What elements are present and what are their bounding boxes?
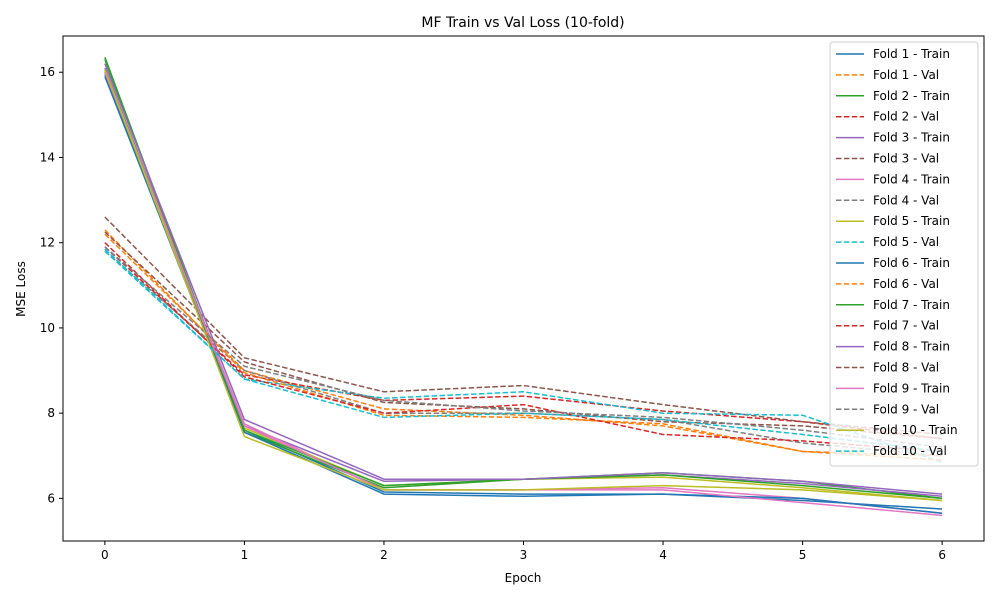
legend-label: Fold 6 - Val [873, 277, 939, 291]
series-lines [104, 57, 943, 517]
x-tick-label: 2 [380, 548, 388, 562]
legend-label: Fold 9 - Train [873, 381, 950, 395]
legend-label: Fold 4 - Train [873, 172, 950, 186]
legend-label: Fold 1 - Val [873, 68, 939, 82]
chart-title: MF Train vs Val Loss (10-fold) [421, 15, 624, 31]
y-tick-label: 10 [40, 321, 55, 335]
series-line-19 [104, 69, 943, 502]
y-axis-label: MSE Loss [14, 261, 28, 317]
legend-label: Fold 5 - Train [873, 214, 950, 228]
legend-label: Fold 7 - Val [873, 319, 939, 333]
x-axis: 0 1 2 3 4 5 6 [101, 541, 946, 562]
series-line-1 [104, 74, 943, 510]
series-line-16 [104, 231, 943, 440]
x-tick-label: 0 [101, 548, 109, 562]
series-line-7 [104, 71, 943, 515]
series-line-12 [104, 229, 943, 461]
y-axis: 6 8 10 12 14 16 [40, 65, 63, 505]
legend-label: Fold 1 - Train [873, 47, 950, 61]
x-tick-label: 5 [799, 548, 807, 562]
legend-label: Fold 3 - Val [873, 152, 939, 166]
series-line-11 [104, 76, 943, 515]
legend-label: Fold 4 - Val [873, 193, 939, 207]
x-tick-label: 6 [938, 548, 946, 562]
series-line-14 [104, 242, 943, 453]
legend-label: Fold 8 - Train [873, 340, 950, 354]
legend-label: Fold 6 - Train [873, 256, 950, 270]
legend-label: Fold 5 - Val [873, 235, 939, 249]
x-tick-label: 4 [659, 548, 667, 562]
series-line-10 [104, 248, 943, 463]
x-tick-label: 1 [241, 548, 249, 562]
legend-label: Fold 2 - Train [873, 89, 950, 103]
legend: Fold 1 - Train Fold 1 - Val Fold 2 - Train… [829, 41, 979, 467]
y-tick-label: 12 [40, 236, 55, 250]
series-line-17 [104, 71, 943, 517]
y-tick-label: 6 [47, 491, 55, 505]
legend-label: Fold 2 - Val [873, 110, 939, 124]
y-tick-label: 14 [40, 150, 55, 164]
legend-label: Fold 9 - Val [873, 402, 939, 416]
series-line-8 [104, 250, 943, 457]
legend-label: Fold 3 - Train [873, 131, 950, 145]
series-line-15 [104, 63, 943, 495]
x-tick-label: 3 [520, 548, 528, 562]
series-line-18 [104, 246, 943, 448]
series-line-6 [104, 216, 943, 436]
legend-label: Fold 10 - Val [873, 444, 947, 458]
legend-label: Fold 7 - Train [873, 298, 950, 312]
x-axis-label: Epoch [505, 571, 542, 585]
legend-box [829, 41, 979, 467]
y-tick-label: 8 [47, 406, 55, 420]
legend-label: Fold 10 - Train [873, 423, 958, 437]
y-tick-label: 16 [40, 65, 55, 79]
legend-label: Fold 8 - Val [873, 361, 939, 375]
series-line-20 [104, 250, 943, 453]
